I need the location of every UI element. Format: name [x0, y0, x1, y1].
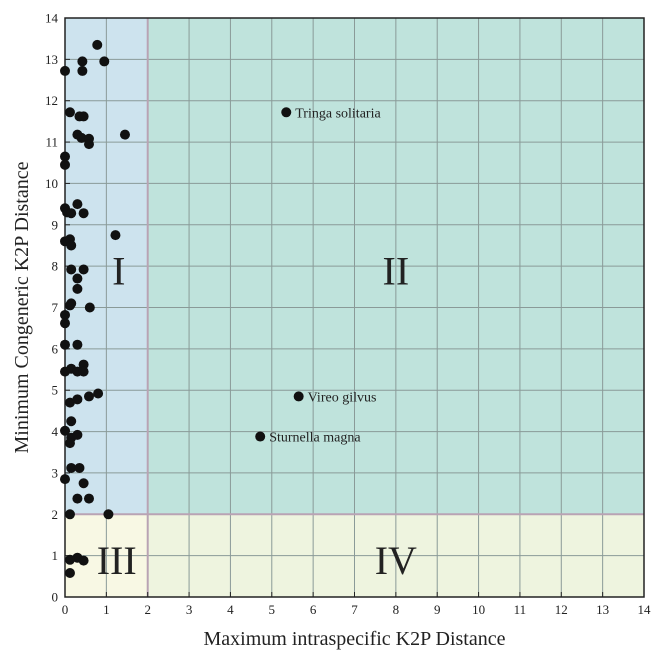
- data-point: [78, 359, 89, 370]
- y-tick-label: 11: [45, 135, 58, 150]
- data-point: [78, 478, 89, 489]
- y-tick-label: 1: [52, 548, 59, 563]
- data-point: [78, 264, 89, 275]
- data-point: [99, 56, 110, 67]
- y-tick-label: 4: [52, 424, 59, 439]
- data-point: [60, 339, 70, 350]
- data-point: [76, 132, 87, 143]
- data-point: [77, 65, 88, 76]
- y-tick-label: 7: [52, 300, 59, 315]
- data-point: [60, 65, 70, 76]
- quadrant-label: III: [97, 538, 137, 583]
- data-point: [293, 391, 304, 402]
- data-point: [64, 509, 75, 520]
- data-point: [78, 555, 89, 566]
- x-tick-label: 8: [393, 602, 400, 617]
- data-point: [78, 111, 89, 122]
- data-point: [83, 391, 94, 402]
- x-axis-title: Maximum intraspecific K2P Distance: [204, 628, 506, 650]
- data-point: [74, 462, 85, 473]
- point-annotation: Sturnella magna: [269, 431, 361, 446]
- y-tick-label: 5: [52, 383, 59, 398]
- data-point: [66, 298, 77, 309]
- data-point: [84, 302, 95, 313]
- data-point: [72, 283, 83, 294]
- data-point: [72, 273, 83, 284]
- data-points: [60, 39, 304, 579]
- data-point: [60, 159, 70, 170]
- data-point: [103, 509, 114, 520]
- x-tick-label: 9: [434, 602, 441, 617]
- x-tick-label: 7: [351, 602, 358, 617]
- quadrant-label: I: [112, 248, 125, 293]
- data-point: [60, 318, 70, 329]
- y-tick-label: 14: [45, 11, 59, 26]
- data-point: [66, 416, 77, 427]
- y-axis-title: Minimum Congeneric K2P Distance: [11, 161, 33, 453]
- data-point: [66, 240, 77, 251]
- y-tick-label: 2: [52, 507, 59, 522]
- y-tick-label: 6: [52, 341, 59, 356]
- data-point: [78, 208, 89, 219]
- point-annotation: Vireo gilvus: [308, 390, 377, 405]
- data-point: [64, 554, 75, 565]
- x-tick-label: 5: [269, 602, 276, 617]
- data-point: [66, 208, 77, 219]
- data-point: [255, 431, 266, 442]
- data-point: [64, 397, 75, 408]
- y-tick-label: 0: [52, 590, 59, 605]
- data-point: [77, 56, 88, 67]
- data-point: [60, 425, 70, 436]
- threshold-lines: [65, 18, 644, 597]
- x-tick-label: 6: [310, 602, 317, 617]
- x-tick-label: 12: [555, 602, 568, 617]
- point-annotation: Tringa solitaria: [295, 106, 381, 121]
- annotations: Tringa solitaria Vireo gilvus Sturnella ma…: [269, 106, 381, 445]
- data-point: [78, 366, 89, 377]
- y-tick-label: 10: [45, 176, 58, 191]
- x-tick-label: 11: [514, 602, 527, 617]
- data-point: [93, 388, 104, 399]
- data-point: [83, 493, 94, 504]
- x-tick-label: 1: [103, 602, 110, 617]
- y-tick-label: 9: [52, 217, 59, 232]
- x-tick-label: 2: [144, 602, 151, 617]
- data-point: [72, 429, 83, 440]
- y-tick-label: 12: [45, 93, 58, 108]
- data-point: [60, 474, 70, 485]
- y-tick-label: 13: [45, 52, 58, 67]
- x-tick-label: 3: [186, 602, 193, 617]
- data-point: [72, 394, 83, 405]
- x-tick-label: 10: [472, 602, 485, 617]
- data-point: [60, 151, 70, 162]
- data-point: [64, 107, 75, 118]
- y-tick-label: 8: [52, 259, 59, 274]
- x-tick-label: 4: [227, 602, 234, 617]
- data-point: [92, 39, 103, 50]
- data-point: [66, 264, 77, 275]
- data-point: [64, 438, 75, 449]
- data-point: [119, 129, 130, 140]
- data-point: [60, 309, 70, 320]
- data-point: [281, 107, 292, 118]
- data-point: [64, 568, 75, 579]
- data-point: [72, 199, 83, 210]
- y-tick-label: 3: [52, 465, 59, 480]
- data-point: [72, 339, 83, 350]
- x-tick-label: 13: [596, 602, 609, 617]
- data-point: [72, 493, 83, 504]
- data-point: [110, 230, 121, 241]
- x-tick-label: 0: [62, 602, 69, 617]
- quadrant-label: II: [383, 248, 410, 293]
- data-point: [83, 139, 94, 150]
- quadrant-label: IV: [375, 538, 417, 583]
- data-point: [66, 462, 77, 473]
- x-tick-label: 14: [638, 602, 652, 617]
